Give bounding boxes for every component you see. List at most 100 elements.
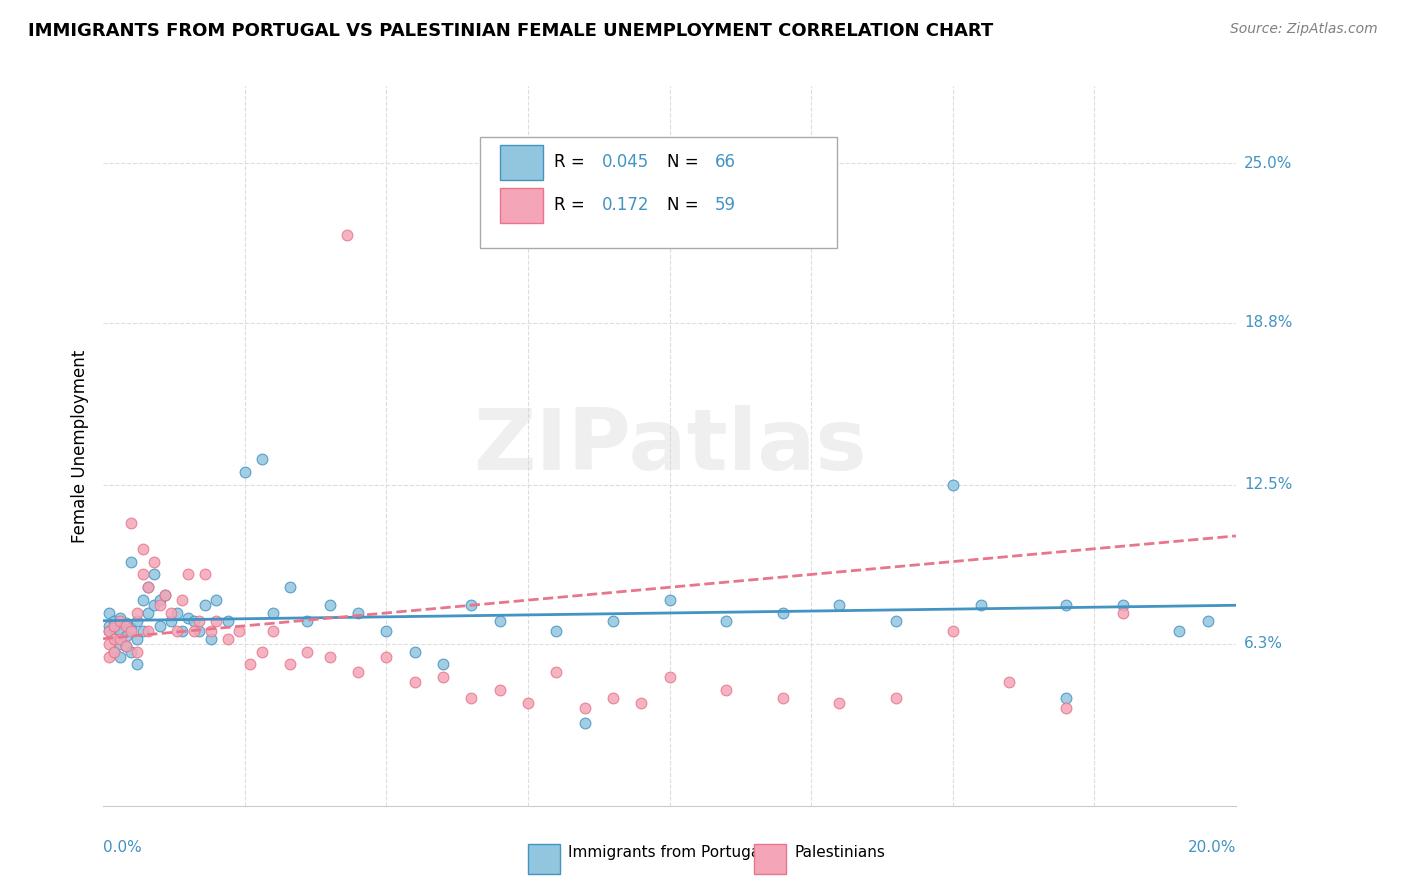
- Point: [1054, 690, 1077, 705]
- Point: [149, 599, 172, 613]
- Text: N =: N =: [668, 196, 704, 214]
- Point: [114, 619, 136, 633]
- Point: [97, 606, 120, 620]
- Text: 66: 66: [714, 153, 735, 171]
- Point: [488, 614, 510, 628]
- Point: [278, 657, 301, 672]
- Point: [217, 614, 239, 628]
- Point: [404, 675, 426, 690]
- Point: [138, 580, 160, 594]
- Point: [103, 644, 125, 658]
- Point: [160, 614, 183, 628]
- Point: [278, 580, 301, 594]
- Point: [884, 690, 907, 705]
- Point: [772, 606, 794, 620]
- Point: [120, 624, 142, 638]
- Point: [347, 606, 370, 620]
- Point: [114, 629, 136, 643]
- Text: R =: R =: [554, 196, 591, 214]
- Point: [120, 644, 142, 658]
- Point: [375, 624, 398, 638]
- Point: [166, 624, 188, 638]
- Point: [188, 624, 211, 638]
- Point: [574, 701, 596, 715]
- Point: [114, 640, 136, 654]
- Point: [1054, 701, 1077, 715]
- Point: [546, 665, 568, 679]
- Point: [138, 606, 160, 620]
- Point: [460, 690, 482, 705]
- Point: [432, 670, 454, 684]
- Text: Source: ZipAtlas.com: Source: ZipAtlas.com: [1230, 22, 1378, 37]
- Point: [714, 614, 737, 628]
- Text: 20.0%: 20.0%: [1188, 840, 1236, 855]
- Point: [295, 644, 318, 658]
- Point: [108, 632, 131, 646]
- Text: ZIPatlas: ZIPatlas: [472, 404, 866, 488]
- FancyBboxPatch shape: [499, 188, 543, 223]
- Point: [120, 621, 142, 635]
- Point: [108, 624, 131, 638]
- Point: [114, 616, 136, 631]
- Text: 25.0%: 25.0%: [1244, 156, 1292, 171]
- Point: [120, 516, 142, 530]
- Point: [127, 606, 149, 620]
- Point: [217, 632, 239, 646]
- FancyBboxPatch shape: [481, 136, 837, 248]
- Point: [108, 637, 131, 651]
- Point: [183, 614, 205, 628]
- Point: [103, 614, 125, 628]
- Point: [1111, 606, 1133, 620]
- Point: [250, 451, 273, 466]
- Point: [942, 477, 965, 491]
- Point: [228, 624, 250, 638]
- Point: [127, 614, 149, 628]
- Point: [205, 614, 228, 628]
- Point: [404, 644, 426, 658]
- Text: 6.3%: 6.3%: [1244, 636, 1284, 651]
- Point: [1111, 599, 1133, 613]
- Point: [183, 624, 205, 638]
- Point: [177, 567, 200, 582]
- Point: [138, 624, 160, 638]
- FancyBboxPatch shape: [499, 145, 543, 180]
- Point: [1054, 599, 1077, 613]
- Point: [132, 541, 155, 556]
- Point: [188, 614, 211, 628]
- Point: [828, 696, 851, 710]
- Point: [155, 588, 177, 602]
- Text: 0.172: 0.172: [602, 196, 650, 214]
- Point: [149, 619, 172, 633]
- Point: [108, 649, 131, 664]
- Point: [97, 624, 120, 638]
- Point: [138, 580, 160, 594]
- Point: [239, 657, 262, 672]
- Point: [108, 611, 131, 625]
- Point: [295, 614, 318, 628]
- FancyBboxPatch shape: [527, 844, 560, 874]
- Point: [132, 624, 155, 638]
- Point: [884, 614, 907, 628]
- Point: [97, 624, 120, 638]
- Point: [172, 624, 194, 638]
- Point: [602, 614, 624, 628]
- Point: [828, 599, 851, 613]
- Point: [516, 696, 538, 710]
- Y-axis label: Female Unemployment: Female Unemployment: [72, 350, 89, 542]
- Point: [574, 716, 596, 731]
- Point: [262, 624, 284, 638]
- Point: [132, 593, 155, 607]
- Point: [602, 690, 624, 705]
- Point: [318, 599, 340, 613]
- Point: [127, 644, 149, 658]
- Point: [250, 644, 273, 658]
- Point: [166, 606, 188, 620]
- Point: [127, 632, 149, 646]
- Point: [172, 593, 194, 607]
- Text: 59: 59: [714, 196, 735, 214]
- Point: [233, 465, 256, 479]
- Point: [714, 683, 737, 698]
- FancyBboxPatch shape: [755, 844, 786, 874]
- Point: [318, 649, 340, 664]
- Point: [970, 599, 993, 613]
